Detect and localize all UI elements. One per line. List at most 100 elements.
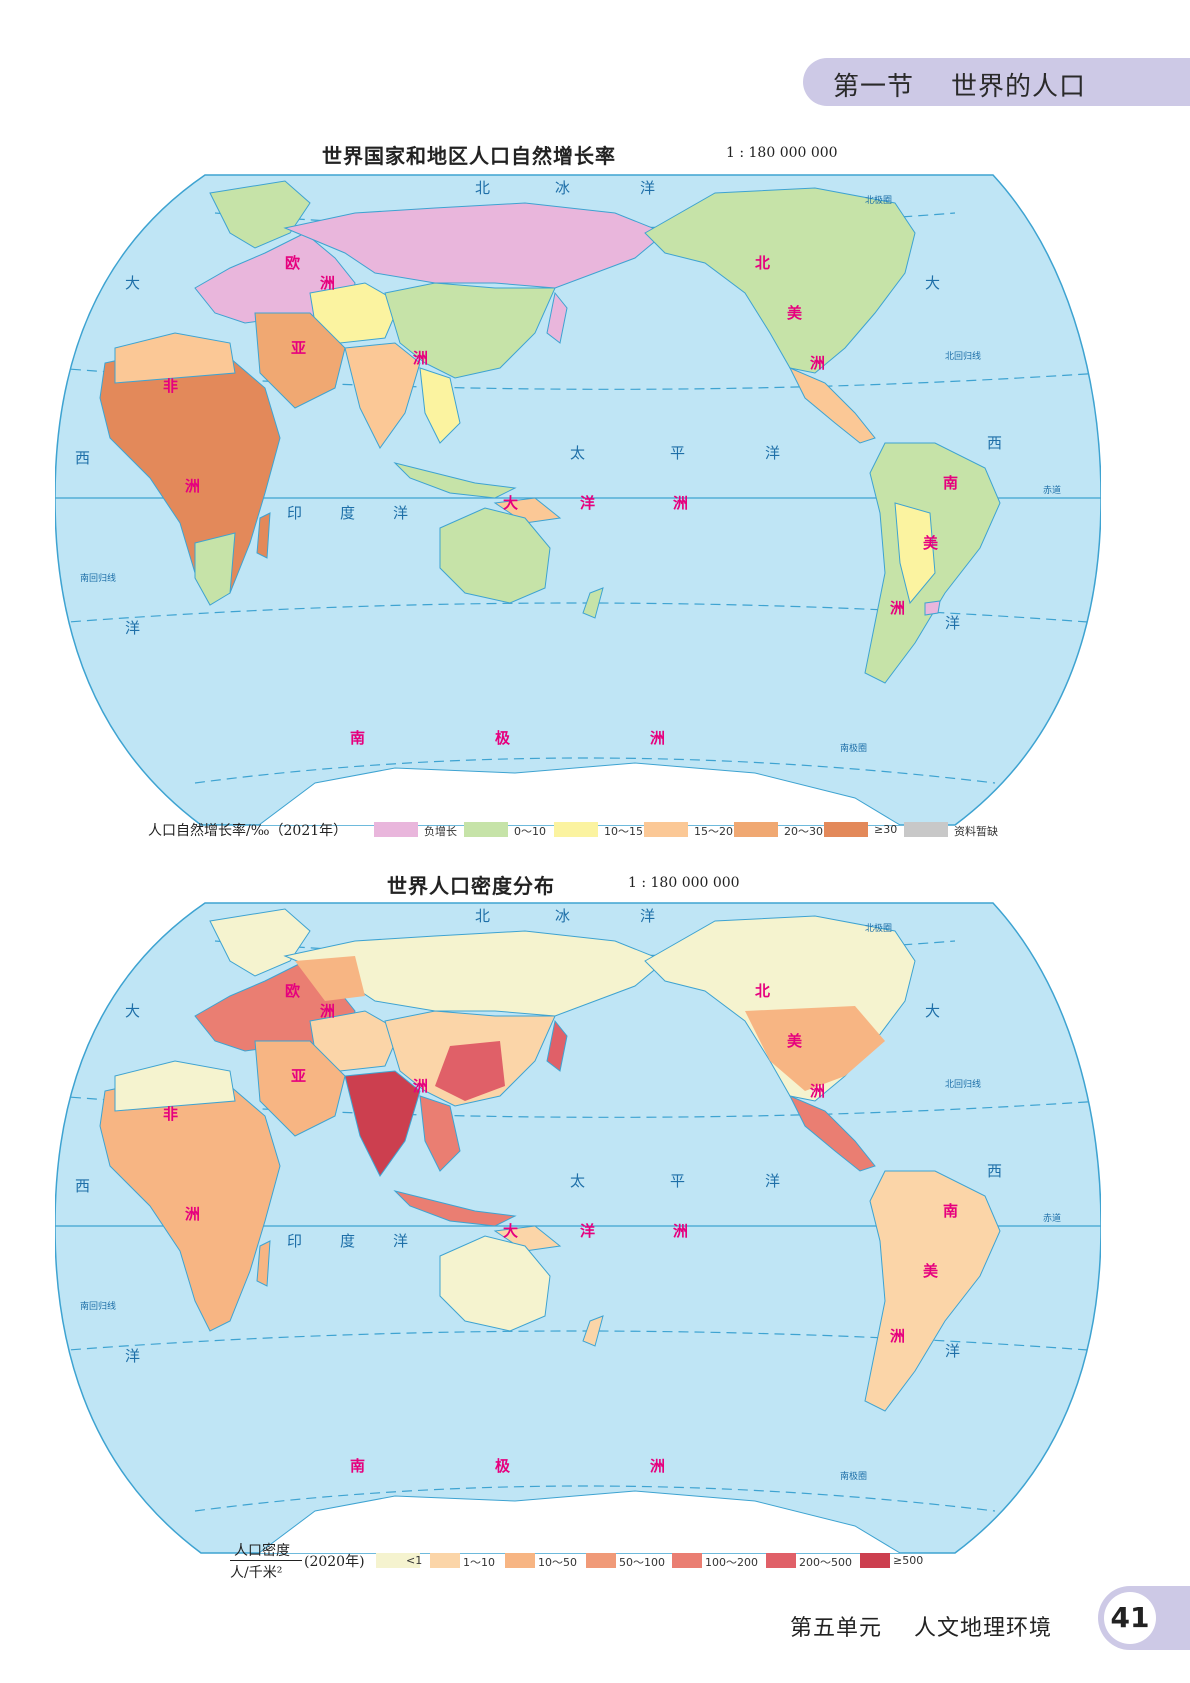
europe-char-1: 欧 [285,982,300,1000]
growth-rate-map-svg: 北 冰 洋 大 西 洋 大 西 洋 太 平 洋 印 度 洋 北极圈 北回归线 赤… [55,174,1101,826]
europe-char-1: 欧 [285,254,300,272]
legend-swatch [586,1553,616,1568]
east-asia [384,282,556,379]
map1-scale: 1 : 180 000 000 [726,145,838,161]
antarctic-circle-line [194,757,996,784]
legend-label: 100～200 [705,1556,758,1569]
tropic-capricorn-line [55,602,1101,624]
legend-label: ≥30 [874,823,898,836]
pacific-char-3: 洋 [765,444,780,462]
russia [283,930,666,1017]
fraction-bar [230,1560,302,1561]
asia-char-2: 洲 [413,1077,428,1095]
legend-label: 10～15 [604,825,643,838]
legend-swatch [430,1553,460,1568]
south-america-char-1: 南 [943,1202,958,1220]
arctic-circle-label: 北极圈 [865,922,892,934]
north-america-char-1: 北 [755,254,770,272]
oceania-char-3: 洲 [673,1222,688,1240]
japan [546,291,568,344]
legend-swatch [505,1553,535,1568]
legend-swatch [464,822,508,837]
southeast-asia [419,367,461,444]
antarctica-char-3: 洲 [650,729,665,747]
antarctic-circle-label: 南极圈 [840,1470,867,1482]
density-legend-year: (2020年) [304,1554,365,1570]
growth-rate-legend-title: 人口自然增长率/‰（2021年） [148,823,348,839]
atlantic-right-char-3: 洋 [945,614,960,632]
atlantic-right-char-3: 洋 [945,1342,960,1360]
antarctica-char-3: 洲 [650,1457,665,1475]
atlantic-left-char-2: 西 [75,449,90,467]
indian-char-3: 洋 [393,504,408,522]
pacific-char-2: 平 [670,444,685,462]
north-america-char-3: 洲 [810,354,825,372]
new-zealand [582,1315,604,1347]
north-america-char-1: 北 [755,982,770,1000]
legend-swatch [644,822,688,837]
new-zealand [582,587,604,619]
arctic-ocean-char-1: 北 [475,907,490,925]
antarctica [253,1490,907,1553]
oceania-char-1: 大 [503,494,518,512]
density-map-svg: 北 冰 洋 大 西 洋 大 西 洋 太 平 洋 印 度 洋 北极圈 北回归线 赤… [55,902,1101,1554]
antarctic-circle-line [194,1485,996,1512]
legend-label: 20～30 [784,825,823,838]
greenland [209,908,311,977]
oceania-char-1: 大 [503,1222,518,1240]
arctic-ocean-char-2: 冰 [555,179,570,197]
atlantic-left-char-1: 大 [125,274,140,292]
andes-region [894,502,936,605]
indonesia [393,462,517,499]
legend-label: 1～10 [463,1556,495,1569]
growth-rate-legend: 人口自然增长率/‰（2021年） 负增长 0～10 10～15 15～20 20… [148,818,1048,840]
section-title: 第一节 世界的人口 [833,72,1087,102]
legend-label: 负增长 [424,825,457,838]
tropic-capricorn-label: 南回归线 [80,1300,116,1312]
africa-char-1: 非 [163,377,178,395]
oceania-char-2: 洋 [580,494,595,512]
arctic-ocean-char-2: 冰 [555,907,570,925]
atlantic-right-char-1: 大 [925,1002,940,1020]
legend-swatch [766,1553,796,1568]
uruguay-patch [924,600,941,616]
legend-swatch [824,822,868,837]
indian-char-3: 洋 [393,1232,408,1250]
antarctica-char-2: 极 [495,1457,511,1475]
north-america [644,187,916,374]
south-america-char-2: 美 [923,534,939,552]
legend-label: ≥500 [893,1554,924,1567]
north-america-char-3: 洲 [810,1082,825,1100]
indian-char-2: 度 [340,1232,355,1250]
south-america-char-3: 洲 [890,1327,905,1345]
indonesia [393,1190,517,1227]
asia-char-1: 亚 [291,339,306,357]
asia-char-1: 亚 [291,1067,306,1085]
south-america-char-1: 南 [943,474,958,492]
africa [99,1075,281,1332]
central-america [788,367,876,444]
density-legend-denominator: 人/千米² [230,1565,283,1581]
legend-swatch [554,822,598,837]
greenland [209,180,311,249]
south-america [864,1170,1001,1412]
density-map: 北 冰 洋 大 西 洋 大 西 洋 太 平 洋 印 度 洋 北极圈 北回归线 赤… [55,901,1101,1556]
legend-label: 0～10 [514,825,546,838]
density-legend: 人口密度 人/千米² (2020年) <1 1～10 10～50 50～100 … [230,1540,1030,1584]
africa-char-2: 洲 [185,477,200,495]
oceania-char-2: 洋 [580,1222,595,1240]
russia [283,202,666,289]
legend-label: <1 [406,1554,423,1567]
indian-char-1: 印 [287,1232,302,1250]
indian-char-1: 印 [287,504,302,522]
page-number-tab: 41 [1098,1586,1190,1650]
europe-char-2: 洲 [320,1002,335,1020]
africa-char-1: 非 [163,1105,178,1123]
tropic-capricorn-label: 南回归线 [80,572,116,584]
legend-label: 50～100 [619,1556,665,1569]
legend-label: 15～20 [694,825,733,838]
australia [439,507,551,604]
legend-label: 资料暂缺 [954,825,998,838]
legend-swatch [860,1553,890,1568]
growth-rate-map: 北 冰 洋 大 西 洋 大 西 洋 太 平 洋 印 度 洋 北极圈 北回归线 赤… [55,173,1101,828]
